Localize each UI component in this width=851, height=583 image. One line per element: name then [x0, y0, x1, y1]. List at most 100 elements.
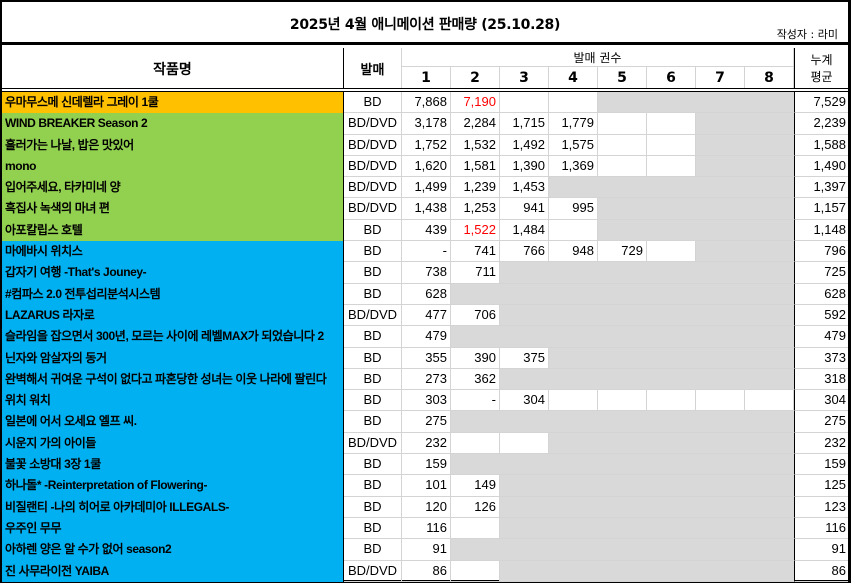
volume-3-cell[interactable] [500, 560, 549, 582]
cumulative-average-cell[interactable]: 275 [794, 411, 848, 433]
volume-2-cell[interactable]: 1,239 [451, 177, 500, 199]
release-type-cell[interactable]: BD/DVD [344, 304, 402, 327]
volume-7-cell[interactable] [696, 113, 745, 135]
release-type-cell[interactable]: BD [344, 368, 402, 391]
volume-4-cell[interactable] [549, 496, 598, 518]
volume-4-cell[interactable] [549, 390, 598, 412]
volume-8-cell[interactable] [745, 177, 794, 199]
volume-1-cell[interactable]: - [402, 241, 451, 263]
volume-8-cell[interactable] [745, 475, 794, 497]
volume-1-cell[interactable]: 477 [402, 304, 451, 327]
volume-3-cell[interactable]: 1,390 [500, 155, 549, 178]
volume-4-cell[interactable] [549, 262, 598, 284]
volume-2-cell[interactable]: 1,253 [451, 198, 500, 220]
volume-5-cell[interactable] [598, 432, 647, 455]
cumulative-average-cell[interactable]: 86 [794, 560, 848, 582]
volume-1-cell[interactable]: 628 [402, 283, 451, 305]
title-cell[interactable]: 우주인 무무 [2, 517, 344, 540]
volume-5-cell[interactable] [598, 326, 647, 348]
volume-2-cell[interactable]: 7,190 [451, 92, 500, 114]
title-cell[interactable]: LAZARUS 라자로 [2, 304, 344, 327]
title-cell[interactable]: 닌자와 암살자의 동거 [2, 347, 344, 369]
volume-4-cell[interactable]: 995 [549, 198, 598, 220]
volume-1-cell[interactable]: 120 [402, 496, 451, 518]
volume-3-cell[interactable]: 375 [500, 347, 549, 369]
volume-7-cell[interactable] [696, 283, 745, 305]
cumulative-average-cell[interactable]: 725 [794, 262, 848, 284]
volume-3-cell[interactable] [500, 517, 549, 540]
volume-2-cell[interactable] [451, 560, 500, 582]
volume-2-cell[interactable]: 711 [451, 262, 500, 284]
volume-4-cell[interactable]: 948 [549, 241, 598, 263]
volume-7-cell[interactable] [696, 198, 745, 220]
volume-4-cell[interactable] [549, 347, 598, 369]
volume-7-cell[interactable] [696, 368, 745, 391]
volume-3-cell[interactable] [500, 539, 549, 561]
volume-4-cell[interactable]: 1,369 [549, 155, 598, 178]
volume-3-cell[interactable] [500, 92, 549, 114]
volume-4-cell[interactable] [549, 219, 598, 242]
volume-7-cell[interactable] [696, 304, 745, 327]
title-cell[interactable]: 흘러가는 나날, 밥은 맛있어 [2, 134, 344, 156]
volume-6-cell[interactable] [647, 113, 696, 135]
volume-7-cell[interactable] [696, 326, 745, 348]
volume-2-cell[interactable]: 2,284 [451, 113, 500, 135]
cumulative-average-cell[interactable]: 318 [794, 368, 848, 391]
volume-2-cell[interactable]: 149 [451, 475, 500, 497]
volume-5-cell[interactable] [598, 92, 647, 114]
volume-7-cell[interactable] [696, 241, 745, 263]
volume-5-cell[interactable] [598, 560, 647, 582]
volume-5-cell[interactable] [598, 155, 647, 178]
volume-3-cell[interactable] [500, 283, 549, 305]
volume-3-cell[interactable]: 304 [500, 390, 549, 412]
release-type-cell[interactable]: BD/DVD [344, 134, 402, 156]
volume-7-cell[interactable] [696, 92, 745, 114]
volume-7-cell[interactable] [696, 454, 745, 476]
volume-8-cell[interactable] [745, 454, 794, 476]
volume-1-cell[interactable]: 1,620 [402, 155, 451, 178]
release-type-cell[interactable]: BD [344, 219, 402, 242]
title-cell[interactable]: WIND BREAKER Season 2 [2, 113, 344, 135]
volume-7-cell[interactable] [696, 496, 745, 518]
volume-8-cell[interactable] [745, 113, 794, 135]
release-type-cell[interactable]: BD [344, 326, 402, 348]
volume-8-cell[interactable] [745, 432, 794, 455]
volume-4-cell[interactable] [549, 177, 598, 199]
volume-6-cell[interactable] [647, 177, 696, 199]
volume-6-cell[interactable] [647, 283, 696, 305]
volume-1-cell[interactable]: 1,499 [402, 177, 451, 199]
volume-3-cell[interactable]: 1,492 [500, 134, 549, 156]
title-cell[interactable]: 아하렌 양은 알 수가 없어 season2 [2, 539, 344, 561]
cumulative-average-cell[interactable]: 628 [794, 283, 848, 305]
volume-2-cell[interactable] [451, 432, 500, 455]
volume-5-cell[interactable] [598, 411, 647, 433]
volume-1-cell[interactable]: 101 [402, 475, 451, 497]
title-cell[interactable]: 입어주세요, 타카미네 양 [2, 177, 344, 199]
volume-4-cell[interactable] [549, 560, 598, 582]
volume-6-cell[interactable] [647, 347, 696, 369]
volume-6-cell[interactable] [647, 368, 696, 391]
release-type-cell[interactable]: BD/DVD [344, 155, 402, 178]
volume-8-cell[interactable] [745, 560, 794, 582]
release-type-cell[interactable]: BD/DVD [344, 177, 402, 199]
release-type-cell[interactable]: BD [344, 92, 402, 114]
volume-3-cell[interactable]: 766 [500, 241, 549, 263]
volume-7-cell[interactable] [696, 432, 745, 455]
cumulative-average-cell[interactable]: 2,239 [794, 113, 848, 135]
volume-1-cell[interactable]: 738 [402, 262, 451, 284]
volume-2-cell[interactable]: 1,522 [451, 219, 500, 242]
volume-4-cell[interactable] [549, 304, 598, 327]
volume-3-cell[interactable]: 1,453 [500, 177, 549, 199]
title-cell[interactable]: 진 사무라이전 YAIBA [2, 560, 344, 582]
volume-7-cell[interactable] [696, 390, 745, 412]
volume-3-cell[interactable] [500, 262, 549, 284]
volume-4-cell[interactable] [549, 539, 598, 561]
volume-6-cell[interactable] [647, 390, 696, 412]
volume-1-cell[interactable]: 479 [402, 326, 451, 348]
volume-2-cell[interactable]: 126 [451, 496, 500, 518]
cumulative-average-cell[interactable]: 479 [794, 326, 848, 348]
volume-7-cell[interactable] [696, 262, 745, 284]
release-type-cell[interactable]: BD [344, 411, 402, 433]
volume-7-cell[interactable] [696, 475, 745, 497]
volume-7-cell[interactable] [696, 155, 745, 178]
